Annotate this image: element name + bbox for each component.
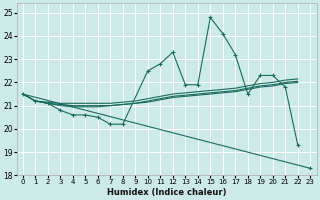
X-axis label: Humidex (Indice chaleur): Humidex (Indice chaleur) bbox=[107, 188, 226, 197]
